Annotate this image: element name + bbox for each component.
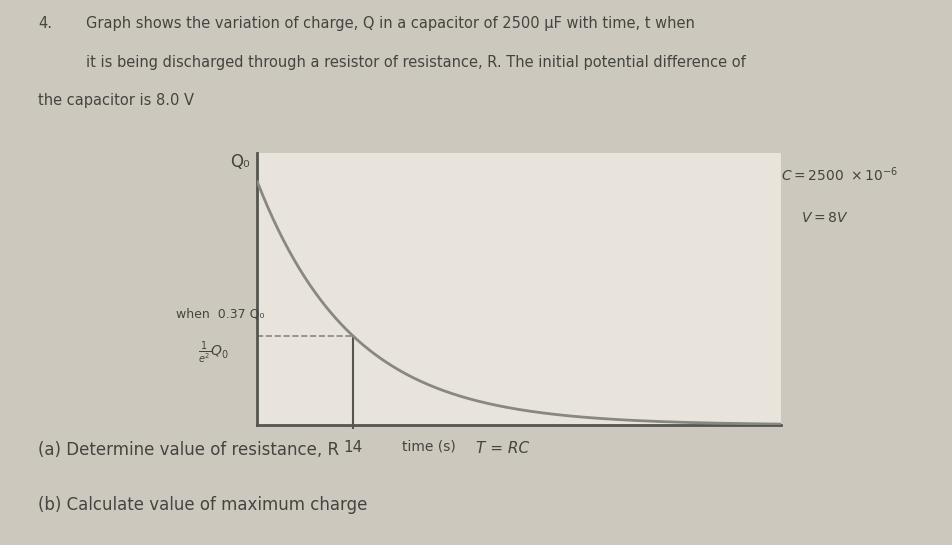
- Text: T = RC: T = RC: [476, 441, 529, 457]
- Text: it is being discharged through a resistor of resistance, R. The initial potentia: it is being discharged through a resisto…: [86, 54, 744, 70]
- Text: 4.: 4.: [38, 16, 52, 32]
- Text: (b) Calculate value of maximum charge: (b) Calculate value of maximum charge: [38, 496, 367, 514]
- Text: $V = 8V$: $V = 8V$: [800, 211, 847, 225]
- FancyBboxPatch shape: [179, 333, 248, 372]
- Text: 14: 14: [343, 440, 362, 455]
- Text: the capacitor is 8.0 V: the capacitor is 8.0 V: [38, 93, 194, 108]
- Text: Graph shows the variation of charge, Q in a capacitor of 2500 μF with time, t wh: Graph shows the variation of charge, Q i…: [86, 16, 694, 32]
- Text: when  0.37 Q₀: when 0.37 Q₀: [176, 308, 265, 321]
- Text: $C = 2500\ \times 10^{-6}$: $C = 2500\ \times 10^{-6}$: [781, 165, 898, 184]
- Text: $\frac{1}{e^2}Q_0$: $\frac{1}{e^2}Q_0$: [198, 340, 228, 366]
- Text: time (s): time (s): [402, 440, 455, 453]
- Text: Q₀: Q₀: [230, 153, 250, 171]
- Text: (a) Determine value of resistance, R: (a) Determine value of resistance, R: [38, 441, 339, 459]
